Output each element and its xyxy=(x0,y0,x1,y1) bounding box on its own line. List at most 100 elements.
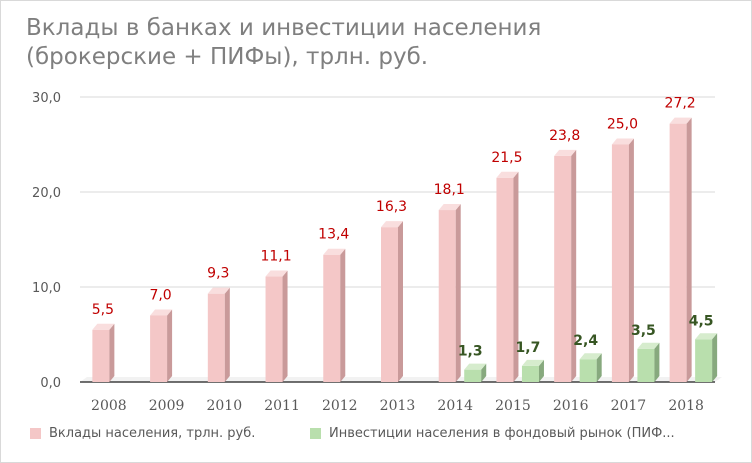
deposits-data-label: 16,3 xyxy=(376,199,407,215)
investments-bar-front xyxy=(464,369,482,382)
y-tick-label: 10,0 xyxy=(32,281,61,296)
deposits-bar-top xyxy=(381,221,403,228)
deposits-bar-side xyxy=(628,138,634,382)
deposits-data-label: 27,2 xyxy=(665,96,696,112)
x-tick-label: 2009 xyxy=(149,398,185,414)
deposits-data-label: 21,5 xyxy=(491,150,522,166)
investments-bar-side xyxy=(654,342,660,382)
y-tick-label: 0,0 xyxy=(40,376,61,391)
investments-bar-front xyxy=(521,365,539,382)
deposits-bar xyxy=(323,248,346,382)
deposits-bar xyxy=(207,287,230,382)
investments-bar-side xyxy=(481,363,487,382)
investments-bar-top xyxy=(579,353,602,360)
y-tick-label: 20,0 xyxy=(32,186,61,201)
deposits-bar-side xyxy=(513,171,519,382)
investments-bar-side xyxy=(596,353,602,382)
chart-title-line-2: (брокерские + ПИФы), трлн. руб. xyxy=(26,44,429,70)
x-tick-label: 2016 xyxy=(553,398,589,414)
deposits-bar-front xyxy=(554,155,572,382)
deposits-bar-front xyxy=(207,293,225,382)
x-tick-label: 2008 xyxy=(91,398,127,414)
chart-title-line-1: Вклады в банках и инвестиции населения xyxy=(26,15,542,41)
investments-bar xyxy=(521,359,544,382)
legend-swatch-investments xyxy=(310,428,321,439)
deposits-bar-side xyxy=(340,248,346,382)
investments-data-label: 1,3 xyxy=(458,344,483,360)
deposits-bar-front xyxy=(265,276,283,382)
deposits-data-label: 11,1 xyxy=(260,249,291,265)
deposits-bar-top xyxy=(496,171,519,178)
x-tick-label: 2017 xyxy=(611,398,647,414)
deposits-bar-side xyxy=(282,270,288,382)
deposits-data-label: 9,3 xyxy=(207,266,229,282)
deposits-bar-top xyxy=(554,149,577,156)
deposits-bar xyxy=(265,270,288,382)
investments-bar xyxy=(637,342,660,382)
investments-data-label: 4,5 xyxy=(689,313,714,329)
deposits-bar-side xyxy=(571,149,577,382)
deposits-bar xyxy=(496,171,519,382)
deposits-data-label: 23,8 xyxy=(549,128,580,144)
investments-data-label: 1,7 xyxy=(516,340,541,356)
deposits-data-label: 5,5 xyxy=(92,302,114,318)
deposits-bar-front xyxy=(381,227,398,382)
chart-title: Вклады в банках и инвестиции населения (… xyxy=(26,14,726,72)
deposits-bar xyxy=(92,323,115,382)
deposits-bar-side xyxy=(167,309,173,382)
x-tick-label: 2012 xyxy=(322,398,358,414)
x-tick-label: 2011 xyxy=(264,398,300,414)
deposits-bar-side xyxy=(686,117,692,382)
deposits-bar-side xyxy=(224,287,230,382)
deposits-bar-front xyxy=(438,210,456,382)
deposits-bar xyxy=(438,204,461,382)
deposits-bar-front xyxy=(669,123,687,382)
deposits-data-label: 25,0 xyxy=(607,117,638,133)
deposits-bar-side xyxy=(398,221,403,382)
investments-bar-top xyxy=(521,359,544,366)
investments-bar-side xyxy=(712,333,718,382)
deposits-bar-front xyxy=(611,144,629,382)
investments-bar-side xyxy=(538,359,544,382)
legend-label-deposits: Вклады населения, трлн. руб. xyxy=(49,426,256,441)
investments-bar-top xyxy=(464,363,487,370)
deposits-bar-top xyxy=(323,248,346,255)
x-tick-label: 2010 xyxy=(206,398,242,414)
investments-bar-front xyxy=(579,359,597,382)
deposits-data-label: 18,1 xyxy=(434,182,465,198)
deposits-bar-front xyxy=(496,177,514,382)
investments-bar xyxy=(695,333,718,382)
deposits-bar-top xyxy=(265,270,288,277)
deposits-bar xyxy=(611,138,634,382)
investments-data-label: 2,4 xyxy=(573,333,598,349)
legend-swatch-deposits xyxy=(30,428,41,439)
deposits-bar-front xyxy=(150,315,168,382)
deposits-bar xyxy=(554,149,577,382)
deposits-bar-side xyxy=(455,204,461,382)
deposits-data-label: 7,0 xyxy=(149,288,171,304)
legend-label-investments: Инвестиции населения в фондовый рынок (П… xyxy=(329,426,675,441)
x-tick-label: 2014 xyxy=(437,398,473,414)
deposits-bar-top xyxy=(611,138,634,145)
y-tick-label: 30,0 xyxy=(32,91,61,106)
investments-bar-top xyxy=(637,342,660,349)
investments-data-label: 3,5 xyxy=(631,323,656,339)
legend-item-deposits: Вклады населения, трлн. руб. xyxy=(30,426,255,441)
x-tick-label: 2018 xyxy=(668,398,704,414)
investments-bar-top xyxy=(695,333,718,340)
investments-bar-front xyxy=(637,348,655,382)
deposits-bar-front xyxy=(92,329,110,382)
x-tick-label: 2013 xyxy=(380,398,416,414)
deposits-bar xyxy=(669,117,692,382)
x-tick-label: 2015 xyxy=(495,398,531,414)
deposits-bar-top xyxy=(669,117,692,124)
deposits-bar-front xyxy=(323,254,341,382)
investments-bar xyxy=(579,353,602,382)
deposits-data-label: 13,4 xyxy=(318,227,349,243)
deposits-bar xyxy=(381,221,403,382)
legend: Вклады населения, трлн. руб. Инвестиции … xyxy=(30,426,745,444)
investments-bar xyxy=(464,363,487,382)
legend-item-investments: Инвестиции населения в фондовый рынок (П… xyxy=(310,426,675,441)
deposits-bar-top xyxy=(207,287,230,294)
